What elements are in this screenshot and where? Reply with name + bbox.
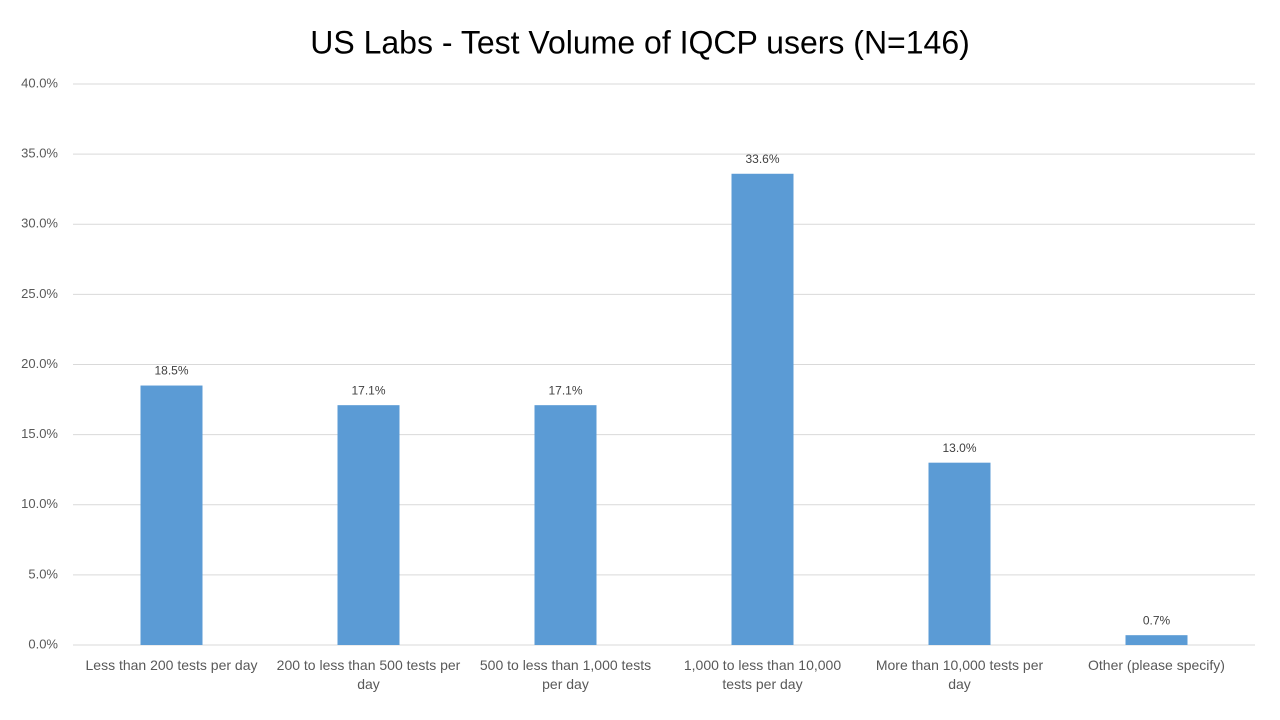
data-label: 0.7% — [1143, 613, 1171, 627]
x-tick-label: More than 10,000 tests per day — [875, 657, 1044, 692]
data-label: 17.1% — [548, 383, 582, 397]
y-tick-label: 30.0% — [21, 216, 58, 231]
y-tick-label: 40.0% — [21, 75, 58, 90]
x-tick-label: 500 to less than 1,000 tests per day — [479, 657, 652, 692]
chart-title: US Labs - Test Volume of IQCP users (N=1… — [310, 24, 970, 60]
x-tick-label: Other (please specify) — [1088, 657, 1225, 673]
y-tick-label: 0.0% — [28, 636, 58, 651]
bar — [534, 405, 597, 645]
bar — [140, 385, 203, 645]
x-tick-label: 200 to less than 500 tests per day — [276, 657, 461, 692]
y-tick-label: 5.0% — [28, 566, 58, 581]
data-label: 17.1% — [351, 383, 385, 397]
x-tick-label: Less than 200 tests per day — [85, 657, 258, 673]
x-tick-label: 1,000 to less than 10,000 tests per day — [683, 657, 842, 692]
y-tick-label: 15.0% — [21, 426, 58, 441]
data-label: 33.6% — [745, 152, 779, 166]
bar — [337, 405, 400, 645]
bar — [928, 462, 991, 645]
y-tick-label: 20.0% — [21, 356, 58, 371]
y-tick-label: 25.0% — [21, 286, 58, 301]
data-label: 18.5% — [154, 364, 188, 378]
data-label: 13.0% — [942, 441, 976, 455]
y-tick-label: 10.0% — [21, 496, 58, 511]
bar — [1125, 635, 1188, 645]
bar — [731, 173, 794, 645]
y-tick-label: 35.0% — [21, 146, 58, 161]
